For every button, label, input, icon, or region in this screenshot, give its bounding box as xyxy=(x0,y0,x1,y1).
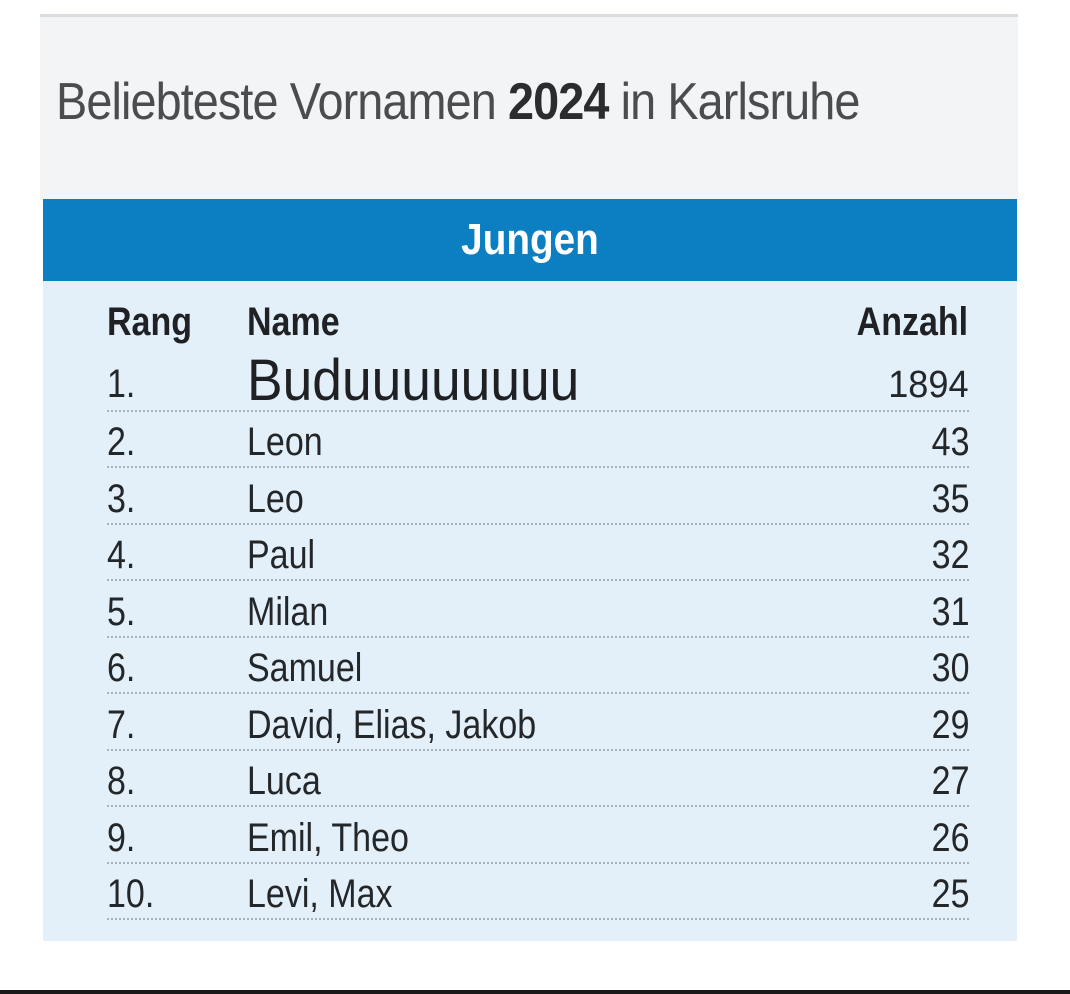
name-cell: Paul xyxy=(247,533,316,577)
section-title: Jungen xyxy=(461,215,599,264)
rank-cell: 6. xyxy=(107,646,136,690)
name-cell: Leon xyxy=(247,420,323,464)
count-cell: 31 xyxy=(931,589,969,634)
rank-cell: 8. xyxy=(107,759,136,803)
count-cell: 1894 xyxy=(888,363,969,406)
section-header: Jungen xyxy=(43,199,1017,281)
rank-cell: 7. xyxy=(107,702,136,747)
rank-cell: 2. xyxy=(107,420,136,464)
table-row: 4. Paul 32 xyxy=(107,525,969,581)
count-cell: 30 xyxy=(931,646,969,690)
column-header-count: Anzahl xyxy=(856,300,968,344)
rank-cell: 3. xyxy=(107,476,136,521)
title-area xyxy=(40,17,1018,200)
table-row: 8. Luca 27 xyxy=(107,751,969,807)
name-cell: Luca xyxy=(247,759,321,803)
rank-cell: 10. xyxy=(107,872,155,916)
title-year: 2024 xyxy=(508,73,609,131)
name-cell: David, Elias, Jakob xyxy=(247,702,537,747)
table-panel xyxy=(43,281,1017,941)
table-row: 3. Leo 35 xyxy=(107,468,969,525)
table-row: 10. Levi, Max 25 xyxy=(107,864,969,920)
column-header-rank: Rang xyxy=(107,300,192,344)
count-cell: 43 xyxy=(931,420,969,464)
table-row: 2. Leon 43 xyxy=(107,412,969,468)
count-cell: 25 xyxy=(931,872,969,916)
count-cell: 26 xyxy=(931,815,969,860)
title-suffix: in Karlsruhe xyxy=(608,73,861,131)
table-row: 1. Buduuuuuuuu 1894 xyxy=(107,347,969,413)
table-row: 6. Samuel 30 xyxy=(107,638,969,694)
table-row: 7. David, Elias, Jakob 29 xyxy=(107,694,969,751)
ranking-table: 1. Buduuuuuuuu 1894 2. Leon 43 3. Leo 35… xyxy=(107,347,969,920)
name-cell: Samuel xyxy=(247,646,363,690)
name-cell: Emil, Theo xyxy=(247,815,409,860)
name-cell: Milan xyxy=(247,589,329,634)
rank-cell: 1. xyxy=(107,361,136,406)
count-cell: 29 xyxy=(931,702,969,747)
name-cell: Leo xyxy=(247,476,304,521)
count-cell: 32 xyxy=(931,533,969,577)
column-header-name: Name xyxy=(247,300,340,344)
count-cell: 27 xyxy=(931,759,969,803)
page-title: Beliebteste Vornamen 2024 in Karlsruhe xyxy=(56,72,860,132)
bottom-divider xyxy=(0,990,1070,994)
name-cell: Levi, Max xyxy=(247,872,393,916)
table-row: 5. Milan 31 xyxy=(107,581,969,638)
rank-cell: 4. xyxy=(107,533,136,577)
name-cell: Buduuuuuuuu xyxy=(247,347,580,413)
title-prefix: Beliebteste Vornamen xyxy=(56,73,509,131)
rank-cell: 9. xyxy=(107,815,136,860)
rank-cell: 5. xyxy=(107,589,136,634)
table-row: 9. Emil, Theo 26 xyxy=(107,807,969,864)
top-divider xyxy=(40,14,1018,17)
count-cell: 35 xyxy=(931,476,969,521)
